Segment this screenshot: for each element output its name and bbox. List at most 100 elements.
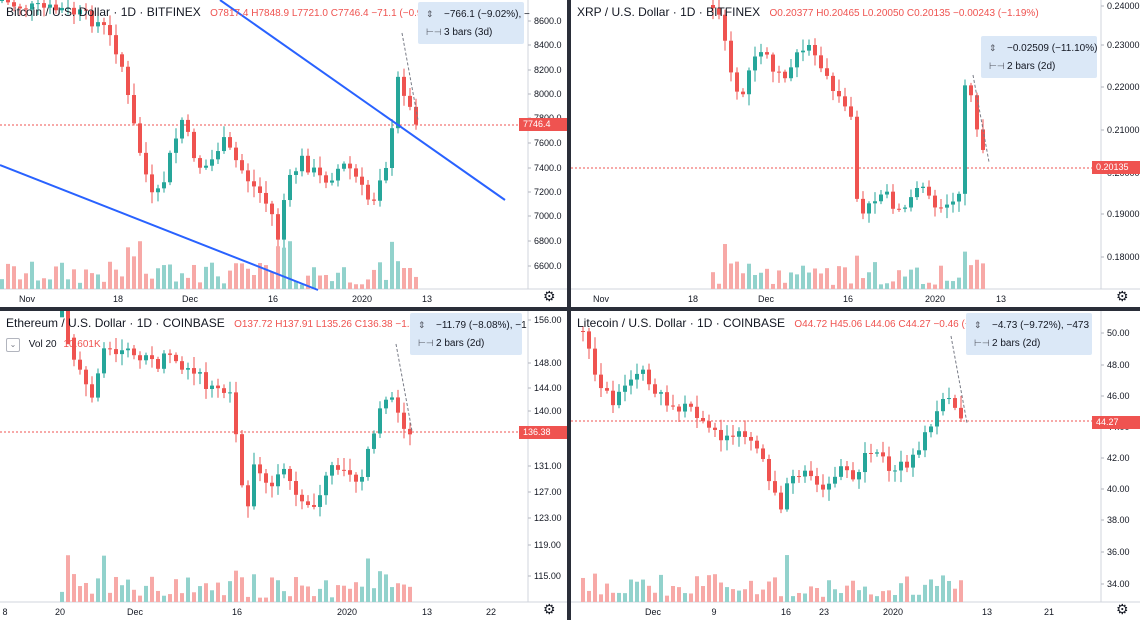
bars-icon: ⊢⊣	[974, 338, 990, 348]
volume-bar	[981, 263, 985, 289]
ethereum-chart-canvas[interactable]: 156.00148.00144.00140.00136.00131.00127.…	[0, 311, 567, 620]
candle-body	[899, 461, 903, 471]
candle-body	[773, 481, 777, 493]
volume-bar	[795, 274, 799, 289]
volume-bar	[174, 281, 178, 289]
volume-bar	[771, 283, 775, 289]
candle-body	[617, 391, 621, 406]
candle-body	[132, 348, 136, 356]
volume-bar	[959, 580, 963, 602]
volume-bar	[755, 594, 759, 602]
candle-body	[114, 349, 118, 355]
volume-bar	[689, 593, 693, 602]
candle-body	[138, 123, 142, 153]
gear-icon[interactable]: ⚙	[1116, 601, 1129, 617]
candle-body	[282, 200, 286, 240]
measure-change: ⇕ −0.02509 (−11.10%)	[989, 39, 1097, 57]
volume-bar	[132, 589, 136, 602]
y-tick-label: 6800.0	[534, 236, 562, 246]
volume-bar	[348, 282, 352, 289]
candle-body	[300, 155, 304, 172]
measure-change: ⇕ −4.73 (−9.72%), −473	[974, 316, 1089, 334]
candle-body	[360, 176, 364, 185]
gear-icon[interactable]: ⚙	[543, 601, 556, 617]
volume-bar	[252, 574, 256, 602]
volume-bar	[581, 577, 585, 602]
candle-body	[711, 5, 715, 9]
candle-body	[360, 476, 364, 482]
candle-body	[747, 70, 751, 95]
candle-body	[288, 174, 292, 201]
candle-body	[222, 137, 226, 152]
chart-panel-bitcoin[interactable]: 8600.08400.08200.08000.07800.07600.07400…	[0, 0, 567, 307]
volume-bar	[198, 282, 202, 289]
volume-bar	[713, 574, 717, 602]
gear-icon[interactable]: ⚙	[1116, 288, 1129, 304]
y-tick-label: 48.00	[1107, 360, 1130, 370]
candle-body	[785, 483, 789, 510]
volume-bar	[324, 580, 328, 602]
volume-bar	[72, 269, 76, 289]
volume-bar	[24, 273, 28, 289]
volume-bar	[807, 272, 811, 289]
candle-body	[372, 199, 376, 201]
candle-body	[783, 71, 787, 79]
volume-bar	[180, 273, 184, 289]
volume-bar	[96, 274, 100, 289]
candle-body	[869, 453, 873, 455]
chart-panel-xrp[interactable]: 0.240000.230000.220000.210000.200000.190…	[571, 0, 1140, 307]
volume-bar	[711, 272, 715, 289]
chart-panel-litecoin[interactable]: 50.0048.0046.0044.0042.0040.0038.0036.00…	[571, 311, 1140, 620]
low-value: L44.06	[865, 319, 896, 330]
change-value: −0.00243 (−1.19%)	[953, 8, 1039, 19]
close-value: C7746.4	[330, 8, 369, 19]
volume-bar	[605, 583, 609, 602]
candle-body	[779, 492, 783, 510]
litecoin-chart-canvas[interactable]: 50.0048.0046.0044.0042.0040.0038.0036.00…	[571, 311, 1140, 620]
volume-bar	[204, 266, 208, 289]
candle-body	[813, 44, 817, 56]
candle-body	[741, 91, 745, 95]
candle-body	[879, 194, 883, 202]
volume-bar	[354, 284, 358, 289]
xrp-chart-canvas[interactable]: 0.240000.230000.220000.210000.200000.190…	[571, 0, 1140, 307]
candle-body	[126, 348, 130, 351]
candle-body	[897, 208, 901, 210]
volume-bar	[54, 266, 58, 289]
x-tick-label: 16	[232, 607, 242, 617]
volume-bar	[867, 272, 871, 289]
volume-bar	[198, 586, 202, 602]
chevron-down-icon[interactable]: ⌄	[6, 338, 20, 352]
volume-bar	[783, 282, 787, 289]
candle-body	[108, 348, 112, 350]
volume-bar	[815, 588, 819, 602]
candle-body	[599, 374, 603, 389]
volume-bar	[659, 574, 663, 602]
y-tick-label: 156.00	[534, 315, 562, 325]
volume-bar	[587, 590, 591, 602]
candle-body	[771, 54, 775, 72]
y-tick-label: 131.00	[534, 461, 562, 471]
measure-tooltip: ⇕ −0.02509 (−11.10%) ⊢⊣ 2 bars (2d)	[981, 36, 1097, 78]
volume-bar	[408, 267, 412, 289]
candle-body	[12, 2, 16, 7]
volume-bar	[945, 280, 949, 289]
last-price-label: 0.20135	[1092, 161, 1140, 174]
volume-bar	[953, 588, 957, 602]
volume-bar	[408, 586, 412, 602]
x-tick-label: 2020	[337, 607, 357, 617]
candle-body	[849, 106, 853, 117]
candle-body	[653, 384, 657, 394]
x-tick-label: 16	[843, 294, 853, 304]
gear-icon[interactable]: ⚙	[543, 288, 556, 304]
ohlc-values: O7817.4 H7848.9 L7721.0 C7746.4 −71.1 (−…	[210, 8, 440, 19]
volume-bar	[366, 279, 370, 289]
chart-panel-ethereum[interactable]: 156.00148.00144.00140.00136.00131.00127.…	[0, 311, 567, 620]
candle-body	[923, 432, 927, 451]
candle-body	[144, 152, 148, 175]
candle-body	[192, 131, 196, 159]
volume-bar	[635, 581, 639, 602]
volume-bar	[975, 259, 979, 289]
volume-bar	[258, 597, 262, 602]
bitcoin-chart-canvas[interactable]: 8600.08400.08200.08000.07800.07600.07400…	[0, 0, 567, 307]
